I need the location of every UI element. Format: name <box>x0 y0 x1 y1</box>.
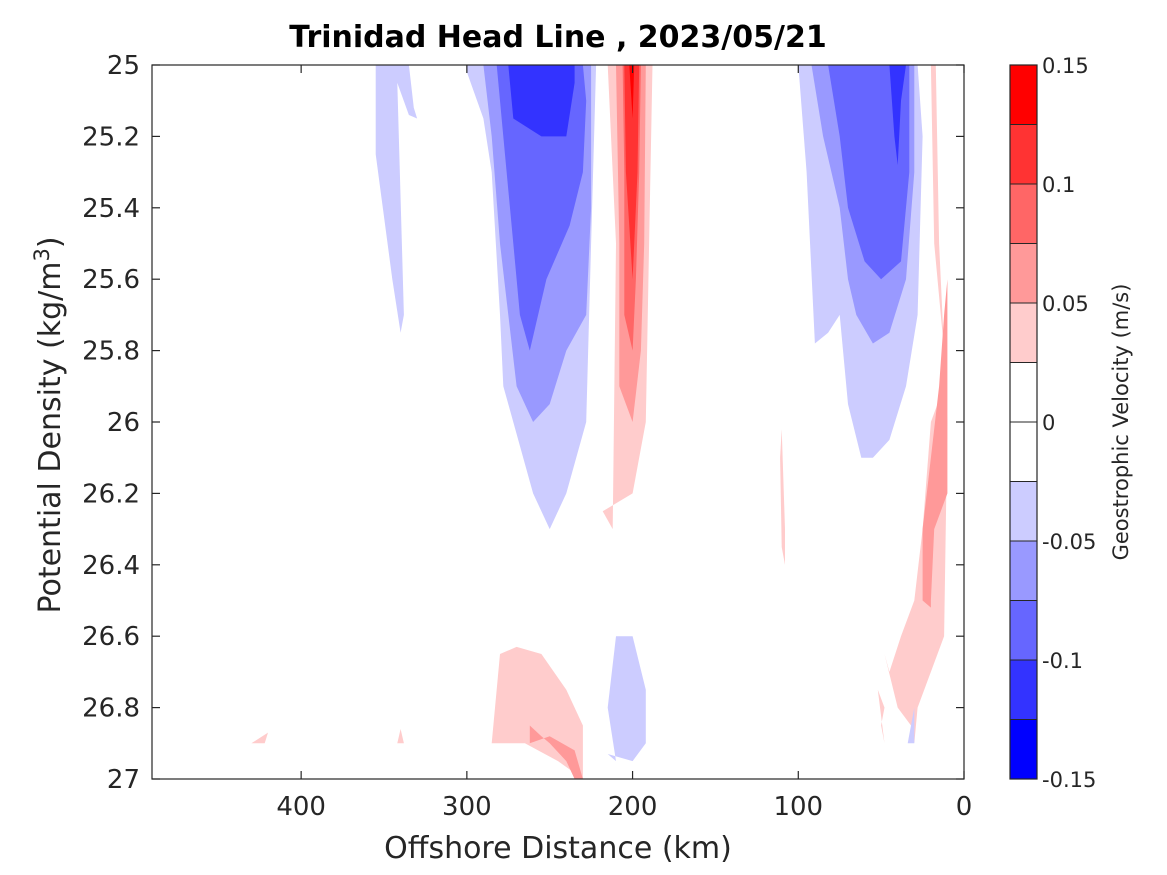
colorbar-tick-label: 0.05 <box>1042 292 1089 316</box>
colorbar-tick-label: 0.1 <box>1042 173 1075 197</box>
y-tick-label: 25.6 <box>82 265 140 295</box>
colorbar-swatch <box>1010 481 1037 541</box>
contour-region-12 <box>828 65 910 280</box>
contour-region-23 <box>397 729 404 744</box>
y-tick-label: 25.4 <box>82 194 140 224</box>
contour-region-8 <box>624 65 640 280</box>
y-tick-label: 25.8 <box>82 337 140 367</box>
contour-region-21 <box>907 707 915 744</box>
colorbar-tick-label: -0.1 <box>1042 649 1083 673</box>
x-tick-label: 300 <box>442 792 492 822</box>
colorbar-swatch <box>1010 719 1037 779</box>
contour-region-20 <box>877 689 885 744</box>
x-tick-label: 100 <box>773 792 823 822</box>
contour-region-18 <box>529 725 583 779</box>
colorbar-swatch <box>1010 243 1037 303</box>
y-tick-label: 25.2 <box>82 122 140 152</box>
x-axis-label: Offshore Distance (km) <box>384 831 732 866</box>
colorbar-swatch <box>1010 124 1037 184</box>
y-tick-label: 26.2 <box>82 479 140 509</box>
colorbar-swatch <box>1010 65 1037 125</box>
plot-area <box>151 64 965 780</box>
colorbar-swatch <box>1010 362 1037 422</box>
contour-region-4 <box>508 65 575 137</box>
contour-region-13 <box>889 65 906 165</box>
x-tick-label: 400 <box>276 792 326 822</box>
y-tick-label: 26.8 <box>82 694 140 724</box>
colorbar-swatch <box>1010 184 1037 244</box>
y-tick-label: 26.4 <box>82 551 140 581</box>
contour-region-19 <box>607 636 646 762</box>
colorbar: 0.15 0.1 0.05 0 -0.05 -0.1 -0.15 <box>1009 54 1096 792</box>
y-axis-label: Potential Density (kg/m3) <box>30 236 68 613</box>
y-tick-label: 26.6 <box>82 622 140 652</box>
y-axis: 25 25.2 25.4 25.6 25.8 26 26.2 26.4 26.6 26.8 27 <box>82 51 964 795</box>
colorbar-swatch <box>1010 422 1037 482</box>
colorbar-swatch <box>1010 660 1037 720</box>
contour-region-16 <box>780 429 785 565</box>
colorbar-tick-label: 0.15 <box>1042 54 1089 78</box>
y-tick-label: 25 <box>107 51 140 81</box>
chart-title: Trinidad Head Line , 2023/05/21 <box>289 20 826 55</box>
colorbar-frame <box>1009 64 1038 780</box>
y-tick-label: 26 <box>107 408 140 438</box>
colorbar-tick-label: -0.05 <box>1042 530 1096 554</box>
contour-region-0 <box>375 65 418 333</box>
x-tick-label: 200 <box>608 792 658 822</box>
colorbar-swatch <box>1010 541 1037 601</box>
contour-regions <box>251 65 948 779</box>
contour-region-9 <box>629 65 635 119</box>
x-tick-label: 0 <box>956 792 973 822</box>
contour-region-15 <box>922 279 948 608</box>
contour-region-22 <box>251 732 268 744</box>
colorbar-tick-label: -0.15 <box>1042 768 1096 792</box>
y-tick-label: 27 <box>107 765 140 795</box>
x-axis: 400 300 200 100 0 <box>276 65 972 822</box>
colorbar-label: Geostrophic Velocity (m/s) <box>1109 284 1133 561</box>
colorbar-tick-label: 0 <box>1042 411 1055 435</box>
colorbar-swatch <box>1010 303 1037 363</box>
colorbar-swatch <box>1010 600 1037 660</box>
